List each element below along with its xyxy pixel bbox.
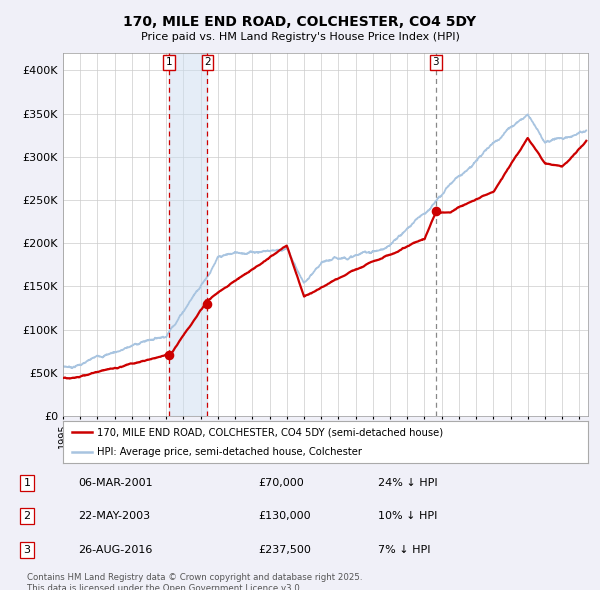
Text: 24% ↓ HPI: 24% ↓ HPI xyxy=(378,478,437,488)
Point xyxy=(431,206,440,215)
Text: 170, MILE END ROAD, COLCHESTER, CO4 5DY (semi-detached house): 170, MILE END ROAD, COLCHESTER, CO4 5DY … xyxy=(97,427,443,437)
Text: £237,500: £237,500 xyxy=(258,545,311,555)
Text: 2: 2 xyxy=(23,512,31,521)
Text: 3: 3 xyxy=(433,57,439,67)
Text: 26-AUG-2016: 26-AUG-2016 xyxy=(78,545,152,555)
Point xyxy=(203,299,212,309)
Text: 1: 1 xyxy=(23,478,31,488)
Text: 06-MAR-2001: 06-MAR-2001 xyxy=(78,478,152,488)
Text: 10% ↓ HPI: 10% ↓ HPI xyxy=(378,512,437,521)
Text: £130,000: £130,000 xyxy=(258,512,311,521)
Text: Contains HM Land Registry data © Crown copyright and database right 2025.
This d: Contains HM Land Registry data © Crown c… xyxy=(27,573,362,590)
Text: Price paid vs. HM Land Registry's House Price Index (HPI): Price paid vs. HM Land Registry's House … xyxy=(140,32,460,42)
Text: 170, MILE END ROAD, COLCHESTER, CO4 5DY: 170, MILE END ROAD, COLCHESTER, CO4 5DY xyxy=(124,15,476,29)
Text: 7% ↓ HPI: 7% ↓ HPI xyxy=(378,545,431,555)
Text: 22-MAY-2003: 22-MAY-2003 xyxy=(78,512,150,521)
Text: £70,000: £70,000 xyxy=(258,478,304,488)
Text: 3: 3 xyxy=(23,545,31,555)
Point xyxy=(164,350,174,360)
Text: HPI: Average price, semi-detached house, Colchester: HPI: Average price, semi-detached house,… xyxy=(97,447,362,457)
Text: 2: 2 xyxy=(204,57,211,67)
Text: 1: 1 xyxy=(166,57,173,67)
Bar xyxy=(169,53,208,416)
